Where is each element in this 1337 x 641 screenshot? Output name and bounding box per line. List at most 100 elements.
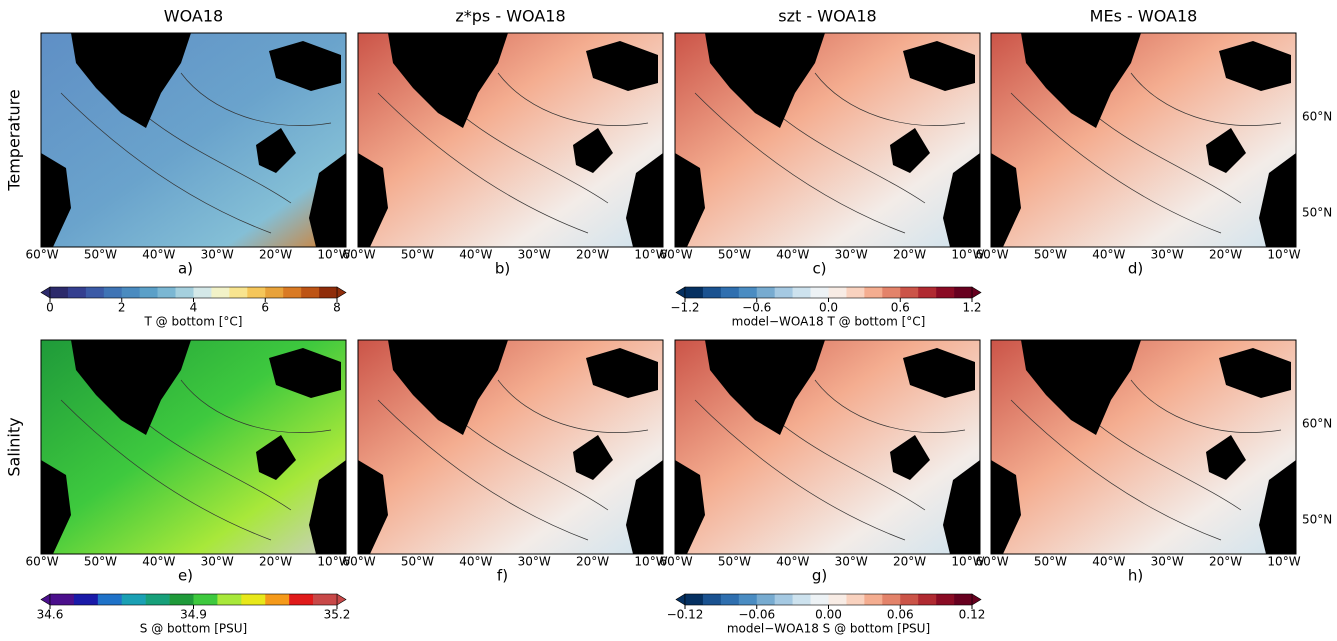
map-panel: 60°W 50°W 40°W 30°W 20°W 10°W a) — [25, 32, 351, 278]
colorbar-swatch — [97, 594, 123, 605]
lon-tick-label: 20°W — [893, 555, 926, 569]
land — [256, 128, 296, 173]
land — [1021, 340, 1141, 435]
colorbar-swatch — [936, 287, 955, 298]
lon-tick-label: 10°W — [634, 555, 667, 569]
map-frame — [357, 339, 664, 555]
lon-tick-label: 30°W — [835, 248, 868, 262]
colorbar-swatch — [756, 287, 775, 298]
land — [705, 33, 825, 128]
land — [1206, 128, 1246, 173]
isobath — [1130, 379, 1282, 433]
lon-tick-label: 30°W — [201, 248, 234, 262]
land — [675, 460, 705, 554]
panel-label: a) — [178, 260, 193, 278]
colorbar-swatch — [918, 287, 937, 298]
land — [309, 460, 346, 554]
map-frame — [40, 32, 347, 248]
land — [586, 41, 658, 91]
map-panel: 60°W 50°W 40°W 30°W 20°W 10°W b) — [342, 32, 668, 278]
isobath — [814, 379, 966, 433]
colorbar-tick-label: 1.2 — [962, 301, 981, 315]
map-frame — [990, 339, 1297, 555]
land — [256, 435, 296, 480]
lon-tick-label: 40°W — [1092, 555, 1125, 569]
lon-tick-label: 50°W — [401, 555, 434, 569]
map-frame — [40, 339, 347, 555]
lon-tick-label: 50°W — [84, 248, 117, 262]
colorbar-swatch — [685, 287, 704, 298]
land — [71, 33, 191, 128]
isobath — [60, 399, 272, 541]
land — [573, 435, 613, 480]
land — [41, 460, 71, 554]
map-frame — [990, 32, 1297, 248]
colorbar-swatch — [139, 287, 158, 298]
land — [943, 460, 980, 554]
colorbar-swatch — [846, 287, 865, 298]
colorbar-extend-min — [675, 286, 686, 299]
colorbar-swatch — [67, 287, 87, 298]
lon-tick-label: 40°W — [776, 555, 809, 569]
lon-tick-label: 30°W — [201, 555, 234, 569]
colorbar-tick-label: 35.2 — [324, 608, 351, 622]
colorbar-tick-label: 0.12 — [959, 608, 986, 622]
lat-tick-label: 50°N — [1302, 513, 1332, 527]
isobath — [1010, 92, 1222, 234]
lon-tick-label: 30°W — [1151, 555, 1184, 569]
isobath — [377, 399, 589, 541]
colorbar-swatch — [882, 287, 901, 298]
lon-tick-label: 10°W — [951, 248, 984, 262]
map-panel: 60°W 50°W 40°W 30°W 20°W 10°W f) — [342, 339, 668, 585]
isobath — [497, 379, 649, 433]
lon-tick-label: 30°W — [1151, 248, 1184, 262]
colorbar-swatch — [193, 594, 218, 605]
colorbar-swatch — [792, 287, 811, 298]
colorbar-swatch — [720, 287, 740, 298]
map-frame — [674, 339, 981, 555]
colorbar-swatch — [936, 594, 955, 605]
colorbar-swatch — [954, 594, 973, 605]
colorbar-tick-label: 34.9 — [180, 608, 207, 622]
colorbar-swatch — [774, 287, 793, 298]
colorbar-label: T @ bottom [°C] — [144, 315, 243, 329]
isobath — [60, 92, 272, 234]
land — [991, 460, 1021, 554]
lon-tick-label: 40°W — [142, 555, 175, 569]
colorbar-swatch — [193, 287, 212, 298]
panel-label: f) — [497, 567, 508, 585]
colorbar-swatch — [169, 594, 194, 605]
panel-label: e) — [178, 567, 193, 585]
colorbar-extend-max — [336, 286, 347, 299]
colorbar-swatch — [145, 594, 170, 605]
column-title: szt - WOA18 — [778, 7, 876, 26]
land — [309, 153, 346, 247]
lon-tick-label: 20°W — [1209, 248, 1242, 262]
land — [1021, 33, 1141, 128]
panel-label: d) — [1128, 260, 1143, 278]
colorbar-swatch — [265, 594, 290, 605]
lon-tick-label: 40°W — [142, 248, 175, 262]
colorbar-extend-min — [675, 593, 686, 606]
lon-tick-label: 20°W — [1209, 555, 1242, 569]
colorbar-swatch — [810, 287, 829, 298]
land — [1259, 460, 1296, 554]
map-panel: 60°W 50°W 40°W 30°W 20°W 10°W h) 60°N 50°N — [975, 339, 1332, 585]
lon-tick-label: 60°W — [975, 248, 1008, 262]
lon-tick-label: 20°W — [893, 248, 926, 262]
colorbar-swatch — [241, 594, 266, 605]
colorbar-swatch — [864, 287, 883, 298]
lon-tick-label: 60°W — [659, 555, 692, 569]
land — [269, 41, 341, 91]
colorbar-tick-label: 2 — [118, 301, 126, 315]
land — [903, 41, 975, 91]
colorbar-tick-label: 0.06 — [887, 608, 914, 622]
lon-tick-label: 30°W — [518, 248, 551, 262]
isobath — [814, 72, 966, 126]
map-panel: 60°W 50°W 40°W 30°W 20°W 10°W g) — [659, 339, 985, 585]
lon-tick-label: 60°W — [659, 248, 692, 262]
colorbar-label: model−WOA18 T @ bottom [°C] — [732, 315, 926, 329]
lon-tick-label: 10°W — [1267, 248, 1300, 262]
colorbar-tick-label: 34.6 — [37, 608, 64, 622]
